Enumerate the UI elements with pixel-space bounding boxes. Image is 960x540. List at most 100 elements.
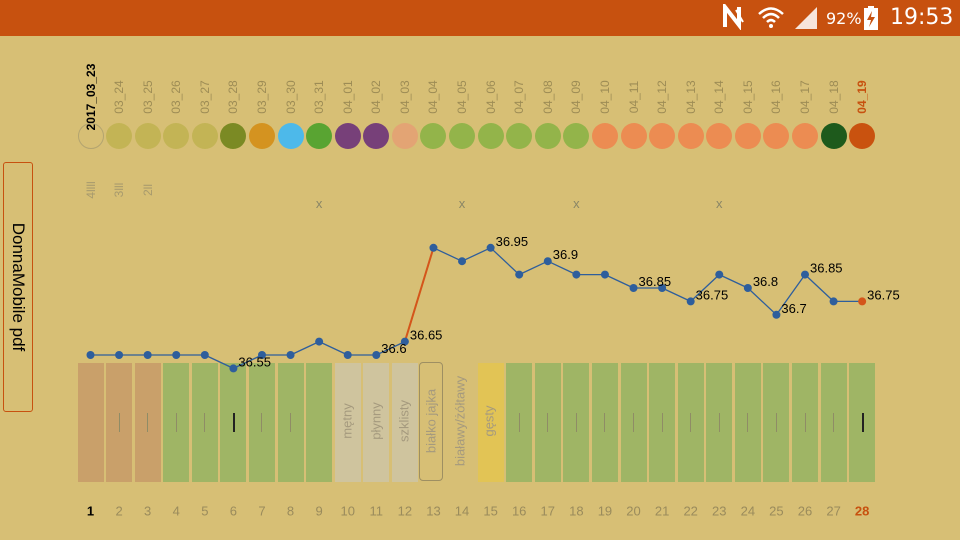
temperature-segment	[747, 287, 777, 316]
temperature-point[interactable]	[372, 351, 381, 359]
day-dot[interactable]	[134, 123, 161, 149]
bar-tick	[747, 413, 749, 432]
day-number: 16	[511, 503, 527, 519]
temperature-point[interactable]	[400, 337, 409, 346]
day-dot[interactable]	[792, 123, 818, 149]
temperature-point[interactable]	[801, 270, 809, 279]
temperature-point[interactable]	[658, 284, 667, 292]
day-number: 5	[201, 503, 209, 519]
mucus-label-box[interactable]	[419, 362, 443, 481]
day-dot[interactable]	[306, 123, 333, 149]
temperature-point[interactable]	[572, 270, 581, 279]
day-dot[interactable]	[106, 123, 133, 149]
day-number: 12	[397, 503, 413, 519]
temperature-point[interactable]	[143, 351, 152, 359]
temperature-point[interactable]	[172, 351, 181, 359]
day-dot[interactable]	[820, 123, 847, 149]
day-dot[interactable]	[420, 123, 447, 149]
bar-tick	[261, 413, 263, 432]
day-dot[interactable]	[449, 123, 476, 149]
day-dot[interactable]	[563, 123, 590, 149]
day-dot[interactable]	[677, 123, 704, 149]
mucus-bar[interactable]	[306, 363, 333, 482]
temperature-point[interactable]	[629, 284, 638, 292]
day-dot[interactable]	[277, 123, 304, 149]
day-dot[interactable]	[77, 123, 104, 149]
mucus-bar[interactable]	[449, 363, 476, 482]
temperature-point[interactable]	[200, 351, 209, 359]
day-number: 14	[454, 503, 470, 519]
day-dot[interactable]	[706, 123, 733, 149]
temperature-point[interactable]	[772, 310, 781, 319]
wifi-icon	[758, 5, 784, 34]
day-dot[interactable]	[763, 123, 790, 149]
temperature-point[interactable]	[715, 270, 724, 279]
day-dot[interactable]	[534, 123, 561, 149]
day-number: 19	[597, 503, 613, 519]
day-dot[interactable]	[363, 123, 390, 149]
mucus-bar[interactable]	[334, 363, 361, 482]
mucus-bar[interactable]	[77, 363, 104, 482]
day-number: 22	[683, 503, 698, 519]
pdf-button[interactable]: DonnaMobile pdf	[3, 162, 33, 412]
temperature-point[interactable]	[286, 351, 295, 359]
day-dot[interactable]	[620, 123, 647, 149]
temperature-point[interactable]	[458, 257, 467, 266]
temperature-point[interactable]	[515, 270, 524, 279]
day-dot[interactable]	[649, 123, 676, 149]
day-dot[interactable]	[477, 123, 504, 149]
temperature-segment	[433, 247, 463, 262]
temperature-point[interactable]	[543, 257, 552, 266]
day-number: 10	[340, 503, 355, 519]
temperature-point[interactable]	[743, 284, 752, 292]
temperature-segment	[604, 274, 634, 289]
temperature-point[interactable]	[829, 297, 838, 306]
day-number: 26	[797, 503, 813, 519]
temperature-point[interactable]	[257, 351, 266, 359]
day-dot[interactable]	[191, 123, 218, 149]
temperature-label: 36.55	[238, 354, 271, 369]
day-dot[interactable]	[163, 123, 190, 149]
day-number: 3	[144, 503, 152, 519]
day-dot[interactable]	[849, 123, 876, 149]
day-number: 25	[769, 503, 784, 519]
day-dot[interactable]	[734, 123, 761, 149]
temperature-point[interactable]	[343, 351, 352, 359]
bar-tick	[518, 413, 520, 432]
temperature-point[interactable]	[315, 337, 324, 346]
status-bar: 92% 19:53	[0, 0, 960, 36]
bar-tick	[175, 413, 177, 432]
x-mark: x	[716, 196, 723, 211]
temperature-label: 36.9	[553, 247, 578, 262]
bar-tick	[633, 413, 635, 432]
temperature-label: 36.7	[781, 301, 806, 316]
temperature-label: 36.85	[810, 261, 843, 276]
temperature-point[interactable]	[858, 297, 867, 306]
day-dot[interactable]	[220, 123, 247, 149]
temperature-label: 36.75	[696, 287, 729, 302]
temperature-segment	[775, 274, 806, 316]
mucus-bar[interactable]	[363, 363, 390, 482]
temperature-point[interactable]	[86, 351, 95, 359]
day-dot[interactable]	[506, 123, 533, 149]
temperature-label: 36.95	[496, 234, 529, 249]
temperature-label: 36.75	[867, 287, 900, 302]
temperature-segment	[718, 274, 749, 289]
temperature-label: 36.65	[410, 328, 443, 343]
mucus-bar[interactable]	[391, 363, 418, 482]
temperature-point[interactable]	[600, 270, 609, 279]
day-number: 21	[654, 503, 670, 519]
day-dot[interactable]	[334, 123, 361, 149]
temperature-point[interactable]	[486, 243, 495, 252]
mucus-bar[interactable]	[477, 363, 504, 482]
temperature-point[interactable]	[229, 364, 238, 373]
day-number: 18	[569, 503, 584, 519]
day-dot[interactable]	[391, 123, 418, 149]
day-dot[interactable]	[248, 123, 275, 149]
temperature-point[interactable]	[686, 297, 695, 306]
battery-charging-icon	[864, 6, 878, 35]
temperature-point[interactable]	[429, 243, 438, 252]
temperature-point[interactable]	[115, 351, 124, 359]
x-mark: x	[458, 196, 466, 211]
day-dot[interactable]	[591, 123, 618, 149]
